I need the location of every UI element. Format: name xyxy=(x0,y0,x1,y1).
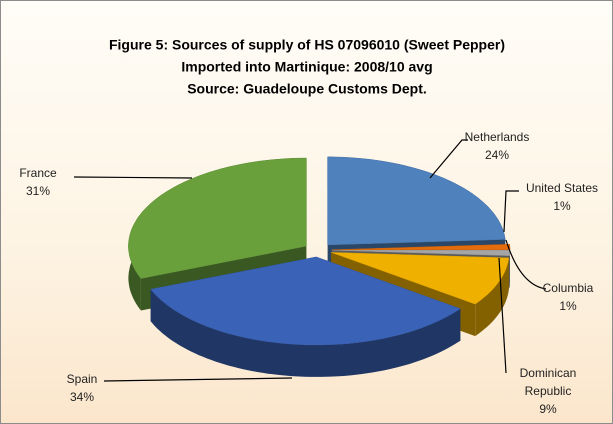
data-label-name: Netherlands xyxy=(465,130,530,144)
slice-side xyxy=(150,289,461,377)
slice-side xyxy=(475,257,509,337)
data-label-name-line: Republic xyxy=(525,384,572,398)
leader-line xyxy=(103,377,293,382)
data-label-value: 24% xyxy=(485,148,509,162)
data-label-value: 31% xyxy=(26,184,50,198)
data-label-name: Columbia xyxy=(543,281,594,295)
leader-line xyxy=(503,190,519,233)
pie-slice xyxy=(150,256,461,346)
slice-group xyxy=(150,256,461,377)
data-label-name: Spain xyxy=(67,372,98,386)
leader-line xyxy=(73,176,193,179)
chart-title: Imported into Martinique: 2008/10 avg xyxy=(181,59,432,75)
data-label-name: Dominican Republic xyxy=(520,366,577,398)
data-label-value: 1% xyxy=(553,199,571,213)
pie-slice xyxy=(327,156,506,246)
leader-line xyxy=(429,139,468,179)
chart-title: Source: Guadeloupe Customs Dept. xyxy=(187,81,427,97)
leader-line xyxy=(498,257,507,374)
chart-title: Figure 5: Sources of supply of HS 070960… xyxy=(109,37,505,53)
leader-line xyxy=(505,239,547,290)
data-label-value: 1% xyxy=(559,299,577,313)
pie-slice xyxy=(128,157,307,279)
data-label-value: 34% xyxy=(70,390,94,404)
data-label-name-line: Dominican xyxy=(520,366,577,380)
data-label-name: United States xyxy=(526,181,598,195)
pie-slice xyxy=(331,252,510,305)
data-label-value: 9% xyxy=(539,402,557,416)
data-label-name: France xyxy=(19,166,57,180)
